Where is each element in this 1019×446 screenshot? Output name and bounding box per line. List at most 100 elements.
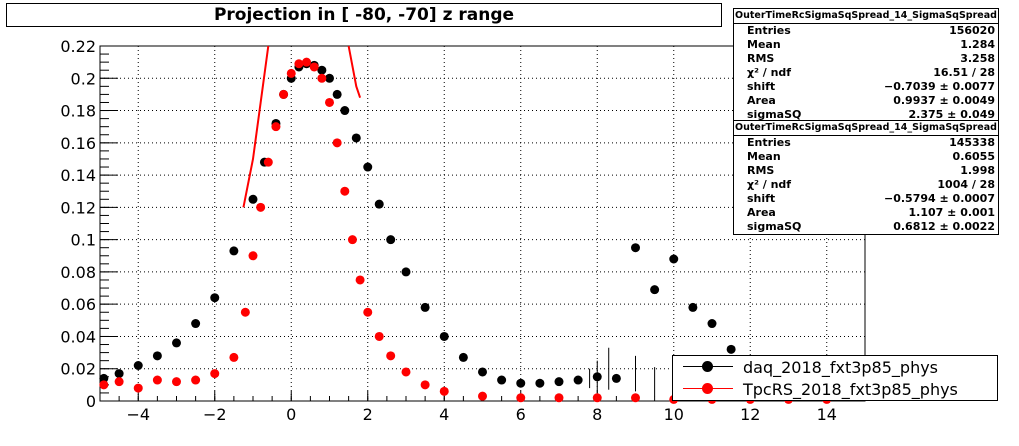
x-tick-label: −4 bbox=[126, 405, 150, 424]
y-tick-label: 0.08 bbox=[60, 263, 96, 282]
y-tick-label: 0.04 bbox=[60, 327, 96, 346]
x-tick-label: 14 bbox=[817, 405, 837, 424]
stats-row: χ² / ndf 16.51 / 28 bbox=[734, 66, 998, 80]
data-point bbox=[286, 68, 296, 78]
stats-row: RMS 3.258 bbox=[734, 52, 998, 66]
data-point bbox=[401, 367, 411, 377]
stats-label: Entries bbox=[747, 136, 791, 149]
x-tick-label: 6 bbox=[516, 405, 526, 424]
data-point bbox=[240, 307, 250, 317]
fit-curve-left bbox=[242, 45, 270, 208]
y-axis: 0 0.02 0.04 0.06 0.08 0.1 0.12 0.14 0.16 0.18 0.2 0… bbox=[60, 37, 118, 411]
series-0 bbox=[99, 59, 736, 388]
data-point bbox=[554, 393, 564, 403]
data-point bbox=[516, 393, 526, 403]
y-tick-label: 0 bbox=[86, 392, 96, 411]
stats-value: 145338 bbox=[949, 136, 995, 149]
data-point bbox=[152, 351, 162, 361]
data-point bbox=[611, 373, 621, 383]
stats-label: Mean bbox=[747, 150, 781, 163]
data-point bbox=[325, 97, 334, 107]
data-point bbox=[347, 235, 357, 245]
x-tick-label: 2 bbox=[363, 405, 373, 424]
data-point bbox=[363, 162, 373, 172]
stats-label: shift bbox=[747, 192, 776, 205]
data-point bbox=[294, 59, 304, 69]
stats-row: χ² / ndf 1004 / 28 bbox=[734, 178, 998, 192]
fit-curve-right bbox=[347, 45, 362, 98]
legend-item: TpcRS_2018_fxt3p85_phys bbox=[673, 378, 997, 400]
data-point bbox=[401, 267, 411, 277]
data-point bbox=[172, 377, 181, 387]
data-point bbox=[535, 378, 545, 388]
data-point bbox=[650, 285, 660, 295]
stats-box-tpcrs: OuterTimeRcSigmaSqSpread_14_SigmaSqSprea… bbox=[733, 120, 999, 235]
data-point bbox=[478, 367, 487, 377]
data-point bbox=[263, 157, 273, 167]
stats-label: Area bbox=[747, 94, 776, 107]
data-point bbox=[374, 199, 384, 209]
chart-title: Projection in [ -80, -70] z range bbox=[6, 3, 722, 27]
stats-label: sigmaSQ bbox=[747, 220, 802, 233]
x-tick-label: 0 bbox=[286, 405, 296, 424]
stats-label: shift bbox=[747, 80, 776, 93]
stats-value: 0.9937 ± 0.0049 bbox=[893, 94, 995, 107]
data-point bbox=[573, 375, 583, 385]
stats-label: Mean bbox=[747, 38, 781, 51]
data-point bbox=[191, 375, 201, 385]
data-point bbox=[210, 293, 220, 303]
data-point bbox=[669, 254, 679, 264]
data-point bbox=[420, 302, 430, 312]
stats-value: −0.7039 ± 0.0077 bbox=[884, 80, 995, 93]
data-point bbox=[497, 375, 507, 385]
x-axis: −4 −2 0 2 4 6 8 10 12 14 bbox=[99, 391, 866, 424]
error-bars bbox=[589, 347, 656, 397]
data-point bbox=[210, 369, 220, 379]
data-point bbox=[631, 243, 640, 253]
data-point bbox=[688, 302, 698, 312]
stats-value: 2.375 ± 0.049 bbox=[908, 108, 995, 121]
data-point bbox=[386, 235, 396, 245]
data-point bbox=[340, 186, 350, 196]
data-point bbox=[386, 351, 396, 361]
data-point bbox=[439, 386, 449, 396]
stats-box-name: OuterTimeRcSigmaSqSpread_14_SigmaSqSprea… bbox=[734, 121, 998, 136]
stats-row: Mean 0.6055 bbox=[734, 150, 998, 164]
data-point bbox=[133, 383, 143, 393]
stats-row: shift −0.7039 ± 0.0077 bbox=[734, 80, 998, 94]
legend-marker-icon bbox=[673, 378, 743, 400]
stats-row: Entries 145338 bbox=[734, 136, 998, 150]
stats-label: χ² / ndf bbox=[747, 178, 792, 191]
stats-value: 0.6055 bbox=[952, 150, 995, 163]
data-point bbox=[229, 352, 239, 362]
data-point bbox=[99, 380, 109, 390]
y-tick-label: 0.16 bbox=[60, 134, 96, 153]
y-tick-label: 0.22 bbox=[60, 37, 96, 56]
stats-value: −0.5794 ± 0.0007 bbox=[884, 192, 995, 205]
stats-row: Entries 156020 bbox=[734, 24, 998, 38]
data-point bbox=[191, 319, 201, 329]
stats-row: sigmaSQ 2.375 ± 0.049 bbox=[734, 108, 998, 122]
data-point bbox=[317, 73, 327, 83]
stats-row: Mean 1.284 bbox=[734, 38, 998, 52]
data-point bbox=[554, 377, 564, 387]
data-point bbox=[309, 62, 319, 72]
data-point bbox=[340, 106, 350, 116]
y-tick-label: 0.18 bbox=[60, 102, 96, 121]
data-point bbox=[248, 251, 258, 261]
x-tick-label: 10 bbox=[664, 405, 684, 424]
fit-curve bbox=[242, 45, 362, 208]
data-point bbox=[592, 393, 602, 403]
stats-label: sigmaSQ bbox=[747, 108, 802, 121]
data-point bbox=[256, 202, 266, 212]
chart-title-text: Projection in [ -80, -70] z range bbox=[213, 5, 515, 25]
stats-row: RMS 1.998 bbox=[734, 164, 998, 178]
stats-label: RMS bbox=[747, 52, 775, 65]
stats-row: Area 1.107 ± 0.001 bbox=[734, 206, 998, 220]
data-point bbox=[363, 307, 373, 317]
data-point bbox=[420, 380, 430, 390]
data-point bbox=[114, 369, 124, 379]
y-tick-label: 0.12 bbox=[60, 198, 96, 217]
data-point bbox=[351, 133, 361, 143]
y-tick-label: 0.02 bbox=[60, 360, 96, 379]
